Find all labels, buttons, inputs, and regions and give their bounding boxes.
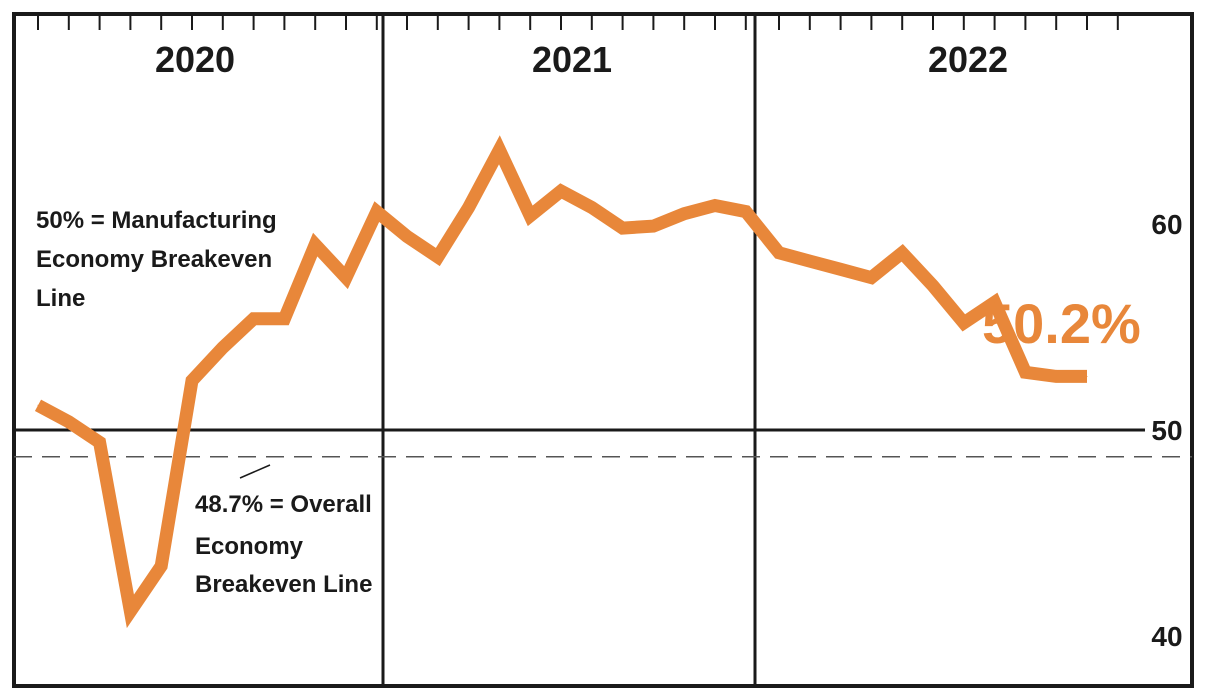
data-point [870,277,872,279]
data-point [560,190,562,192]
overall-breakeven-annotation: 48.7% = Overall Economy Breakeven Line [195,491,378,598]
data-point [1024,371,1026,373]
data-point [314,244,316,246]
data-point [191,380,193,382]
data-point [283,318,285,320]
y-tick-label-60: 60 [1151,209,1182,240]
data-point [683,213,685,215]
y-tick-label-40: 40 [1151,621,1182,652]
data-point [778,252,780,254]
data-point [1086,375,1088,377]
final-value-label: 50.2% [982,292,1141,355]
year-label-2022: 2022 [928,39,1008,80]
data-point [376,211,378,213]
data-point [406,235,408,237]
manufacturing-breakeven-annotation: 50% = Manufacturing Economy Breakeven Li… [36,207,283,312]
data-point [963,322,965,324]
data-point [809,260,811,262]
overall-breakeven-pointer [239,464,271,479]
chart-frame [12,12,1194,688]
data-point [622,227,624,229]
data-point [68,421,70,423]
year-label-2020: 2020 [155,39,235,80]
data-point [840,268,842,270]
month-ticks [37,14,1119,30]
data-point [468,207,470,209]
data-point [99,441,101,443]
data-points [37,149,1088,612]
data-point [901,252,903,254]
data-point [345,277,347,279]
data-point [437,256,439,258]
data-point [160,565,162,567]
data-point [498,149,500,151]
data-point [932,285,934,287]
year-label-2021: 2021 [532,39,612,80]
data-point [129,610,131,612]
data-point [591,207,593,209]
data-point [37,404,39,406]
data-point [652,225,654,227]
data-point [529,215,531,217]
data-point [994,301,996,303]
y-tick-label-50: 50 [1151,415,1182,446]
data-point [253,318,255,320]
data-point [222,347,224,349]
data-point [1055,375,1057,377]
data-point [714,204,716,206]
data-point [745,211,747,213]
